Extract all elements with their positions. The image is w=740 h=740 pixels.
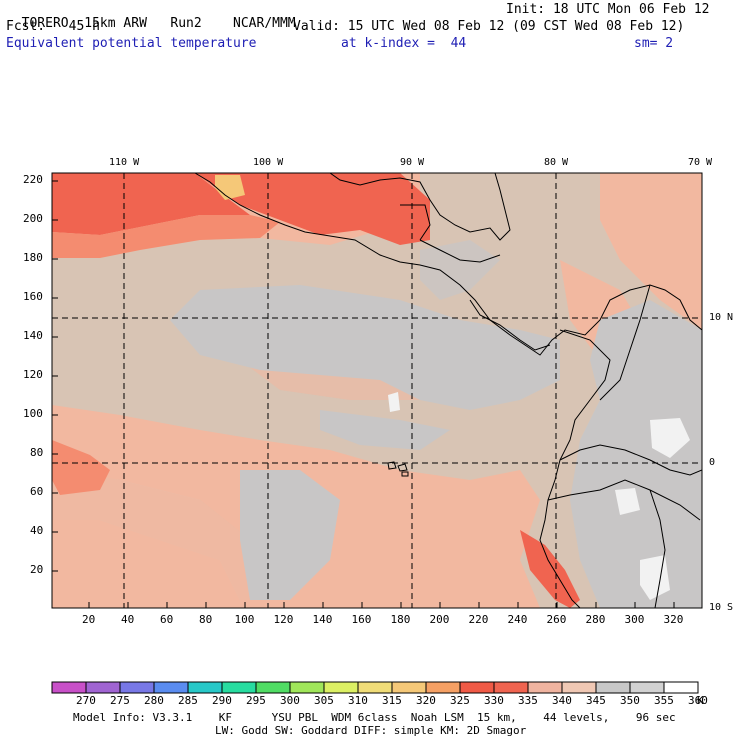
y-tick-label: 140 bbox=[23, 329, 43, 342]
y-tick-label: 220 bbox=[23, 173, 43, 186]
x-tick-label: 80 bbox=[199, 613, 213, 626]
x-tick-label: 40 bbox=[121, 613, 135, 626]
colorbar-label: 330 bbox=[484, 694, 504, 707]
galapagos-islands bbox=[387, 461, 409, 477]
colorbar-label: 280 bbox=[144, 694, 164, 707]
colorbar-label: 350 bbox=[620, 694, 640, 707]
border-colombia-venezuela bbox=[599, 284, 651, 401]
level-info: at k-index = 44 bbox=[341, 36, 467, 51]
lat-label: 0 bbox=[709, 457, 716, 468]
lon-label: 90 W bbox=[400, 157, 425, 168]
field-zone-hot bbox=[52, 440, 110, 495]
colorbar-label: 325 bbox=[450, 694, 470, 707]
x-tick-label: 300 bbox=[624, 613, 645, 626]
graticule bbox=[52, 173, 702, 608]
y-tick-label: 160 bbox=[23, 290, 43, 303]
colorbar-label: 290 bbox=[212, 694, 232, 707]
coastline-mexico-pacific bbox=[194, 173, 702, 356]
lon-label: 100 W bbox=[253, 157, 284, 168]
field-zone-coldest bbox=[650, 418, 690, 458]
coastlines bbox=[194, 173, 702, 608]
x-tick-label: 320 bbox=[663, 613, 684, 626]
y-tick-label: 80 bbox=[30, 446, 44, 459]
field-zone-hot bbox=[195, 173, 430, 245]
temperature-field bbox=[52, 173, 702, 608]
run-name: Run2 bbox=[170, 16, 202, 31]
y-tick-label: 120 bbox=[23, 368, 43, 381]
x-tick-label: 200 bbox=[429, 613, 450, 626]
coastline-caribbean-south bbox=[539, 329, 611, 608]
field-zone-cool bbox=[240, 470, 340, 600]
field-zone-hot bbox=[215, 175, 245, 200]
model-resolution: 15km ARW bbox=[84, 16, 147, 31]
colorbar-label: 355 bbox=[654, 694, 674, 707]
valid-time: Valid: 15 UTC Wed 08 Feb 12 (09 CST Wed … bbox=[293, 19, 685, 34]
axis-ticks bbox=[52, 180, 675, 608]
x-tick-label: 160 bbox=[351, 613, 372, 626]
colorbar-label: 340 bbox=[552, 694, 572, 707]
colorbar-label: 275 bbox=[110, 694, 130, 707]
lat-label: 10 S bbox=[709, 602, 734, 613]
field-zone-coldest bbox=[388, 392, 400, 412]
x-tick-label: 220 bbox=[468, 613, 489, 626]
field-name: Equivalent potential temperature bbox=[6, 36, 257, 51]
border-peru-brazil bbox=[649, 489, 666, 608]
model-name: TORERO bbox=[21, 16, 69, 31]
colorbar-label: 360 bbox=[688, 694, 708, 707]
x-tick-label: 20 bbox=[82, 613, 96, 626]
forecast-hours: Fcst. 45 h bbox=[6, 20, 100, 34]
fcst-label: Fcst. bbox=[6, 19, 46, 34]
field-zone-hot bbox=[52, 215, 280, 258]
x-tick-label: 240 bbox=[507, 613, 528, 626]
field-zone-warm bbox=[52, 470, 260, 600]
org-name: NCAR/MMM bbox=[233, 16, 296, 31]
y-tick-label: 60 bbox=[30, 485, 44, 498]
lon-label: 70 W bbox=[688, 157, 713, 168]
model-info-line: Model Info: V3.3.1 KF YSU PBL WDM 6class… bbox=[73, 711, 676, 724]
colorbar-label: 300 bbox=[280, 694, 300, 707]
colorbar-label: 315 bbox=[382, 694, 402, 707]
init-time: Init: 18 UTC Mon 06 Feb 12 bbox=[506, 2, 710, 17]
coastline-gulf bbox=[329, 173, 511, 241]
colorbar-label: 295 bbox=[246, 694, 266, 707]
field-zone-coldest bbox=[615, 488, 640, 515]
coastline-panama bbox=[469, 299, 551, 351]
y-tick-label: 180 bbox=[23, 251, 43, 264]
colorbar-label: 285 bbox=[178, 694, 198, 707]
field-zone-cool bbox=[320, 410, 450, 450]
colorbar-label: 335 bbox=[518, 694, 538, 707]
x-tick-label: 280 bbox=[585, 613, 606, 626]
border-ecuador-peru bbox=[547, 479, 701, 521]
x-tick-label: 100 bbox=[234, 613, 255, 626]
physics-info-line: LW: Godd SW: Goddard DIFF: simple KM: 2D… bbox=[215, 724, 527, 737]
x-tick-label: 260 bbox=[546, 613, 567, 626]
colorbar-label: 345 bbox=[586, 694, 606, 707]
y-tick-label: 20 bbox=[30, 563, 44, 576]
x-tick-label: 120 bbox=[273, 613, 294, 626]
x-tick-label: 180 bbox=[390, 613, 411, 626]
field-zone-cool bbox=[420, 240, 500, 300]
border-colombia-ecuador bbox=[559, 444, 702, 476]
border-central-america bbox=[419, 239, 501, 263]
y-tick-label: 40 bbox=[30, 524, 44, 537]
field-zone-hot bbox=[52, 173, 250, 235]
colorbar-label: 270 bbox=[76, 694, 96, 707]
lon-label: 110 W bbox=[109, 157, 140, 168]
colorbar-unit: K bbox=[697, 694, 704, 707]
smoothing-info: sm= 2 bbox=[634, 36, 674, 51]
fcst-hours-value: 45 h bbox=[68, 19, 100, 34]
x-tick-label: 60 bbox=[160, 613, 174, 626]
colorbar-label: 310 bbox=[348, 694, 368, 707]
y-tick-label: 200 bbox=[23, 212, 43, 225]
y-tick-label: 100 bbox=[23, 407, 43, 420]
lat-label: 10 N bbox=[709, 312, 734, 323]
map-frame bbox=[51, 172, 703, 609]
colorbar-label: 320 bbox=[416, 694, 436, 707]
field-zone-warm bbox=[600, 173, 702, 330]
header-title-line: TORERO 15km ARW Run2 NCAR/MMM bbox=[6, 3, 296, 31]
lon-label: 80 W bbox=[544, 157, 569, 168]
colorbar-label: 305 bbox=[314, 694, 334, 707]
x-tick-label: 140 bbox=[312, 613, 333, 626]
